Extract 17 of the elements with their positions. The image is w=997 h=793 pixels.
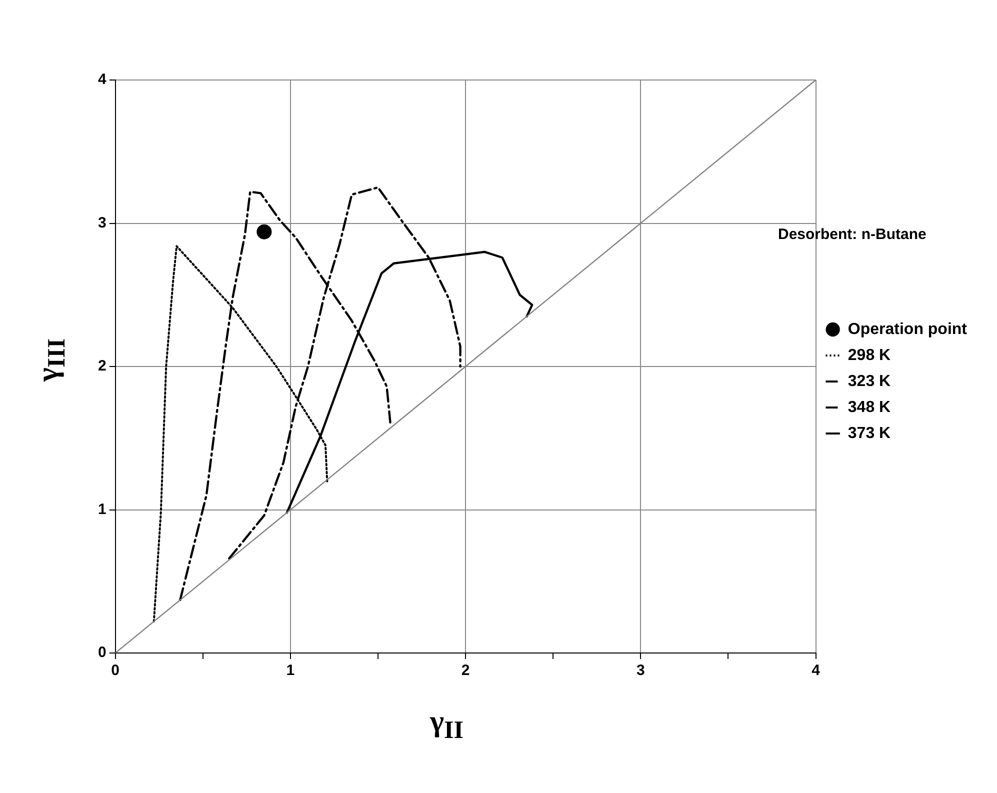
x-tick-label: 1 <box>286 662 295 680</box>
legend-label: 373 K <box>848 424 892 442</box>
y-tick-label: 4 <box>98 71 107 88</box>
y-tick-label: 2 <box>98 358 106 375</box>
x-tick-label: 0 <box>111 662 120 680</box>
legend-label: Operation point <box>848 320 968 338</box>
y-tick-label: 1 <box>98 500 106 518</box>
x-axis-title: γ$_{II}$ <box>430 705 464 745</box>
x-tick-label: 3 <box>636 662 645 680</box>
y-tick-label: 0 <box>98 644 106 662</box>
x-tick-label: 4 <box>812 662 821 680</box>
legend-label: 323 K <box>848 372 892 390</box>
annotation: Desorbent: n-Butane <box>778 226 926 243</box>
x-tick-label: 2 <box>461 662 470 680</box>
y-tick-label: 3 <box>98 214 106 232</box>
legend-label: 298 K <box>848 346 892 364</box>
legend-label: 348 K <box>848 398 892 416</box>
